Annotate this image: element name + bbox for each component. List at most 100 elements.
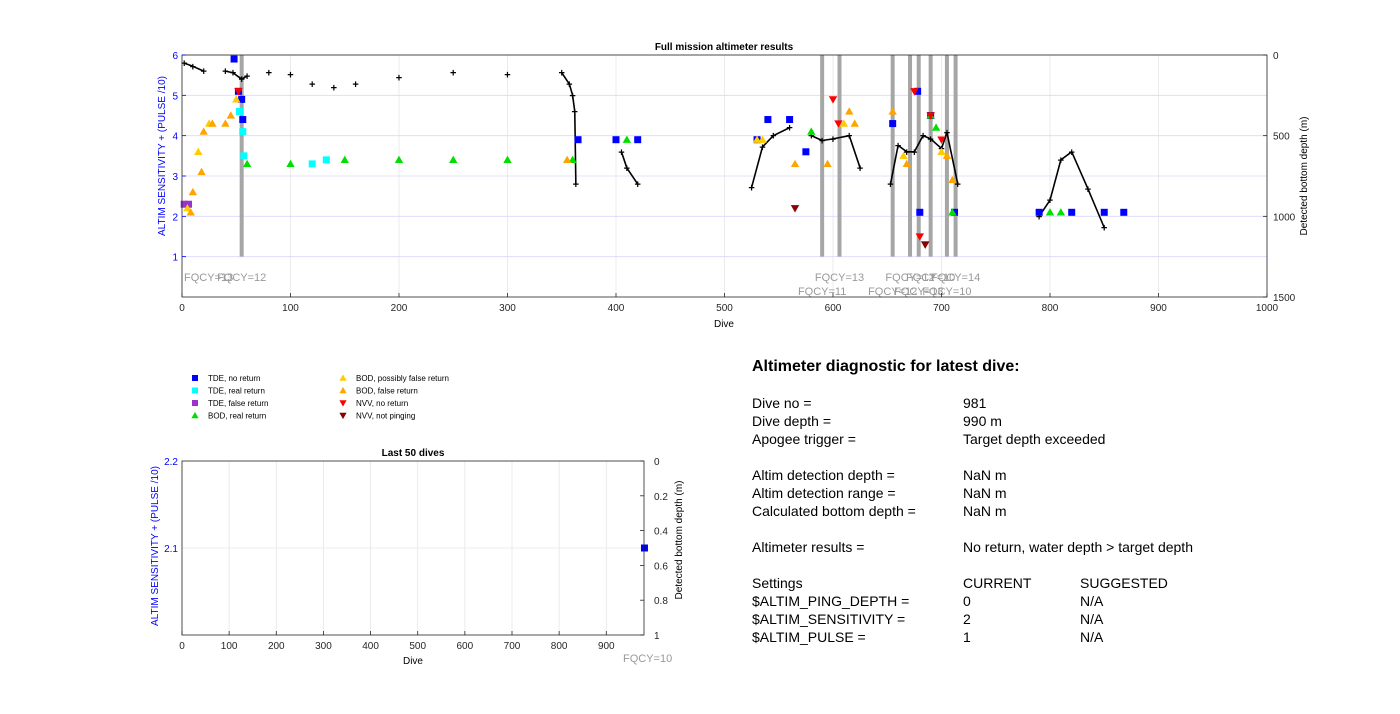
small-x-tick-label: 400 [362,641,379,652]
small-x-tick-label: 100 [221,641,238,652]
legend-label: TDE, false return [208,399,268,408]
marker-point [1120,208,1128,216]
bottom-depth-point: + [634,179,640,191]
small-x-tick-label: 300 [315,641,332,652]
bottom-depth-point: + [1101,223,1107,235]
bottom-depth-point: + [331,82,337,94]
bottom-depth-line [1049,159,1062,201]
x-tick-label: 100 [282,303,299,314]
marker-point [503,155,512,164]
altim-range-value: NaN m [963,485,1007,501]
bottom-depth-point: + [1058,155,1064,167]
sensitivity-current: 2 [963,611,971,627]
sensitivity-label: $ALTIM_SENSITIVITY = [752,611,906,627]
legend-label: TDE, real return [208,387,265,396]
bottom-depth-line [225,70,234,74]
y-right-tick-label: 1500 [1273,293,1296,304]
legend-marker [191,411,199,419]
dive-depth-row: Dive depth = 990 m [752,412,1352,430]
y-left-tick-label: 5 [172,91,178,102]
bottom-depth-point: + [770,131,776,143]
main-chart-title: Full mission altimeter results [655,42,794,53]
marker-point [937,147,946,155]
y-left-tick-label: 1 [172,253,178,264]
small-x-tick-label: 900 [598,641,615,652]
apogee-row: Apogee trigger = Target depth exceeded [752,430,1352,448]
marker-point [230,55,238,63]
bottom-depth-line [930,138,943,150]
small-chart-title: Last 50 dives [382,448,445,459]
bottom-depth-point: + [309,79,315,91]
marker-point [574,136,582,144]
marker-point [226,111,236,119]
small-x-tick-label: 0 [179,641,185,652]
legend-label: BOD, possibly false return [356,374,449,383]
altimeter-diagnostic: Altimeter diagnostic for latest dive: Di… [752,358,1352,646]
marker-point [340,155,349,164]
bottom-depth-point: + [911,147,917,159]
marker-point [394,155,404,164]
small-plot-frame [181,460,645,636]
main-axes: 0 100 200 300 400 500 600 700 800 900 1000 1 2 3 4 5 6 0 5… [172,51,1295,314]
y-left-tick-label: 3 [172,172,178,183]
small-markers [640,544,648,552]
altim-depth-value: NaN m [963,467,1007,483]
x-tick-label: 200 [391,303,408,314]
bottom-depth-point: + [238,74,244,86]
legend-label: BOD, real return [208,412,266,421]
marker-point [322,156,330,164]
small-y-right-label: Detected bottom depth (m) [674,481,685,600]
marker-point [926,112,935,120]
marker-point [790,205,800,213]
legend-label: NVV, no return [356,399,408,408]
bottom-depth-line [772,126,790,137]
fqcy-label: FQCY=14 [931,272,980,284]
bottom-depth-line [946,132,959,185]
fqcy-start-label: FQCY=13 [184,272,233,284]
pulse-current: 1 [963,629,971,645]
bottom-depth-point: + [287,69,293,81]
ping-depth-current: 0 [963,593,971,609]
bottom-depth-point: + [895,140,901,152]
bottom-depth-point: + [808,131,814,143]
bottom-depth-point: + [200,66,206,78]
main-x-label: Dive [714,319,734,330]
main-y-right-label: Detected bottom depth (m) [1299,117,1310,236]
ping-depth-suggested: N/A [1080,593,1104,609]
marker-point [239,116,247,124]
bottom-depth-point: + [266,68,272,80]
bottom-depth-line [183,62,194,68]
legend-label: NVV, not pinging [356,412,415,421]
calc-bottom-row: Calculated bottom depth = NaN m [752,502,1352,520]
bottom-depth-line [1060,151,1073,161]
apogee-value: Target depth exceeded [963,431,1106,447]
bottom-depth-point: + [830,134,836,146]
legend-label: BOD, false return [356,387,418,396]
bottom-depth-point: + [904,147,910,159]
marker-point [449,155,458,164]
small-y-left-label: ALTIM SENSITIVITY + (PULSE /10) [150,466,161,626]
marker-point [839,119,849,127]
small-y-right-tick-label: 0.6 [654,561,668,572]
marker-point [802,148,810,156]
marker-point [942,151,952,159]
y-left-tick-label: 6 [172,51,178,62]
bottom-depth-line [561,72,571,85]
dive-no-label: Dive no = [752,395,812,411]
calc-bottom-label: Calculated bottom depth = [752,503,916,519]
legend-marker [339,374,347,381]
pulse-row: $ALTIM_PULSE = 1 N/A [752,628,1352,646]
legend-marker [192,400,198,406]
bottom-depth-line [232,72,243,80]
x-tick-label: 400 [608,303,625,314]
small-y-left-tick-label: 2.2 [164,457,178,468]
bottom-depth-point: + [396,73,402,85]
bottom-depth-point: + [819,136,825,148]
dive-depth-value: 990 m [963,413,1002,429]
dive-depth-label: Dive depth = [752,413,831,429]
small-y-right-tick-label: 1 [654,631,660,642]
bottom-depth-line [913,135,924,153]
marker-point [850,119,859,127]
bottom-depth-line [761,135,774,148]
bottom-depth-line [922,134,931,140]
